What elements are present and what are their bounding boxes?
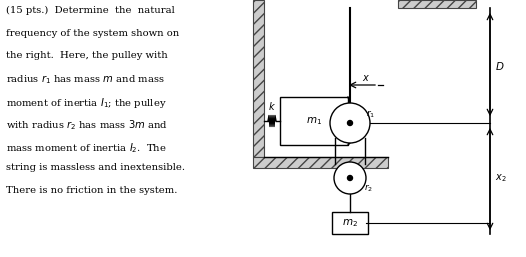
- Text: moment of inertia $I_1$; the pulley: moment of inertia $I_1$; the pulley: [6, 96, 167, 110]
- Text: $r_2$: $r_2$: [364, 183, 373, 195]
- Circle shape: [334, 162, 366, 194]
- Text: $D$: $D$: [495, 60, 504, 71]
- Text: $x$: $x$: [362, 73, 370, 83]
- Text: $x_2$: $x_2$: [495, 173, 507, 185]
- Text: mass moment of inertia $I_2$.  The: mass moment of inertia $I_2$. The: [6, 141, 167, 155]
- Text: string is massless and inextensible.: string is massless and inextensible.: [6, 163, 185, 172]
- Circle shape: [348, 121, 352, 125]
- Bar: [280, 97, 348, 145]
- Text: radius $r_1$ has mass $m$ and mass: radius $r_1$ has mass $m$ and mass: [6, 74, 165, 86]
- Bar: [253, 0, 264, 157]
- Text: There is no friction in the system.: There is no friction in the system.: [6, 186, 177, 195]
- Text: $m_2$: $m_2$: [342, 217, 358, 229]
- Text: $k$: $k$: [268, 100, 276, 112]
- Text: $r_1$: $r_1$: [366, 108, 375, 120]
- Text: the right.  Here, the pulley with: the right. Here, the pulley with: [6, 51, 168, 60]
- Circle shape: [348, 176, 352, 180]
- Bar: [332, 212, 368, 234]
- Bar: [253, 157, 388, 168]
- Circle shape: [330, 103, 370, 143]
- Bar: [398, 0, 476, 8]
- Text: frequency of the system shown on: frequency of the system shown on: [6, 29, 179, 38]
- Text: (15 pts.)  Determine  the  natural: (15 pts.) Determine the natural: [6, 6, 175, 15]
- Text: with radius $r_2$ has mass $3m$ and: with radius $r_2$ has mass $3m$ and: [6, 118, 168, 132]
- Text: $m_1$: $m_1$: [306, 115, 322, 127]
